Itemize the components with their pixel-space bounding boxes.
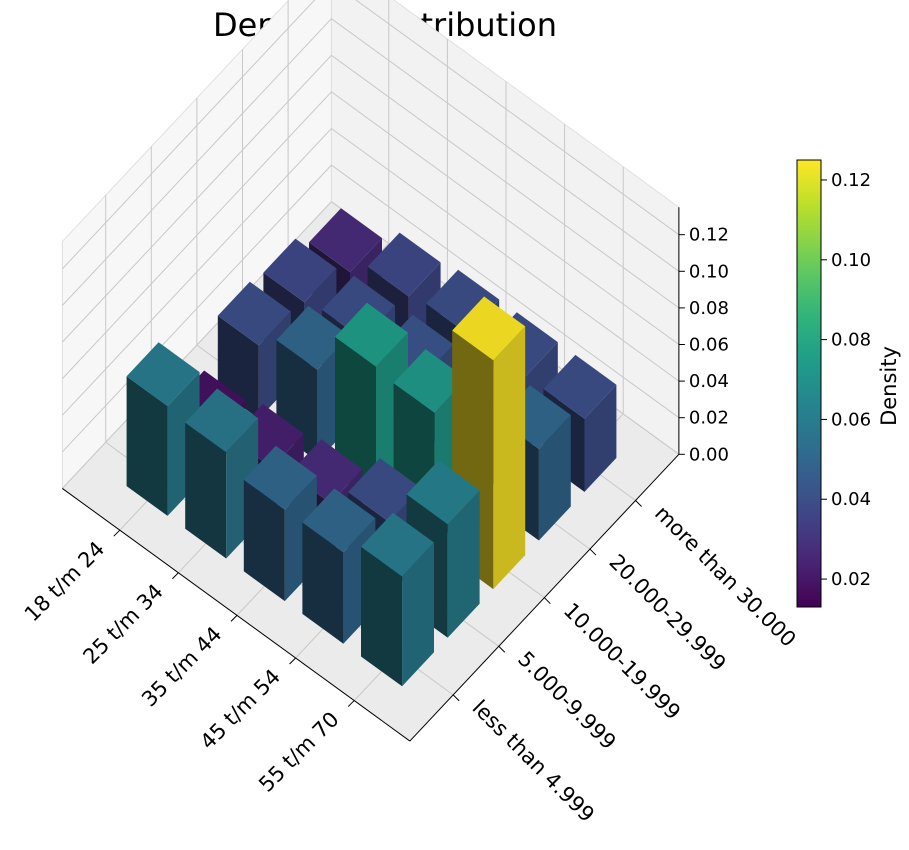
bar-face-front — [402, 542, 434, 687]
colorbar: Density 0.02 0.04 0.06 0.08 0.10 0.12 — [796, 159, 901, 608]
bar-face-side — [302, 522, 344, 644]
z-tick-label: 0.06 — [689, 335, 729, 356]
y-tick — [498, 645, 506, 653]
colorbar-gradient — [796, 159, 822, 608]
x-tick-label: 18 t/m 24 — [20, 537, 109, 626]
bar-face-top — [302, 488, 376, 553]
colorbar-tick-label: 0.12 — [831, 170, 871, 191]
colorbar-tick-label: 0.06 — [831, 409, 871, 430]
bar — [361, 512, 434, 687]
bar-face-side — [126, 376, 168, 516]
bar-face-top — [217, 281, 291, 346]
x-tick — [230, 615, 238, 622]
x-tick — [113, 529, 121, 537]
bar-face-top — [289, 439, 363, 504]
bar-face-top — [335, 302, 408, 367]
x-tick — [172, 572, 179, 580]
bar-face-front — [538, 415, 571, 541]
y-tick — [452, 694, 460, 702]
bars — [126, 208, 617, 687]
colorbar-tick-label: 0.04 — [831, 489, 871, 510]
bar-face-top — [309, 208, 382, 273]
x-tick — [289, 657, 296, 665]
bar — [243, 445, 317, 602]
x-tick — [347, 700, 355, 707]
x-axis-line — [62, 488, 411, 742]
z-tick-label: 0.08 — [689, 298, 729, 319]
bar-face-side — [185, 422, 227, 559]
bar-face-top — [348, 458, 421, 522]
bar-face-front — [584, 384, 617, 492]
y-tick — [589, 548, 597, 556]
grid-line-z — [62, 18, 680, 306]
colorbar-tick-label: 0.08 — [831, 330, 871, 351]
bar-face-top — [367, 232, 441, 297]
bar-face-front — [493, 326, 526, 590]
colorbar-tick-label: 0.10 — [831, 250, 871, 271]
bar-face-top — [126, 342, 200, 407]
y-tick-label: 5.000-9.999 — [513, 647, 620, 754]
bar-face-top — [276, 306, 350, 370]
grid-line-z — [62, 127, 680, 416]
z-tick-label: 0.02 — [689, 408, 729, 429]
bar-face-top — [543, 354, 617, 419]
colorbar-label: Density — [877, 346, 901, 426]
grid-line-z — [62, 54, 680, 343]
y-tick — [544, 597, 551, 605]
bar-face-top — [185, 388, 259, 453]
bar-face-front — [447, 490, 480, 638]
z-tick-label: 0.04 — [689, 371, 729, 392]
bar-face-side — [243, 479, 285, 602]
colorbar-tick-label: 0.02 — [831, 569, 871, 590]
x-tick-label: 45 t/m 54 — [196, 665, 285, 754]
grid-line-z — [62, 0, 680, 270]
x-tick-label: 55 t/m 70 — [254, 707, 343, 796]
grid-line-z — [62, 91, 680, 379]
bar-face-top — [263, 238, 337, 303]
bar-face-top — [361, 512, 434, 577]
bar-face-side — [361, 546, 403, 687]
y-tick — [635, 500, 642, 507]
x-tick-label: 25 t/m 34 — [78, 579, 167, 668]
z-tick-label: 0.12 — [689, 225, 729, 246]
z-tick-label: 0.10 — [689, 261, 729, 282]
bar-face-top — [452, 296, 526, 361]
x-tick-label: 35 t/m 44 — [137, 622, 226, 711]
bar-face-top — [393, 349, 467, 413]
z-tick-label: 0.00 — [689, 444, 729, 465]
bar-face-top — [406, 460, 480, 525]
bar-face-top — [243, 445, 317, 510]
